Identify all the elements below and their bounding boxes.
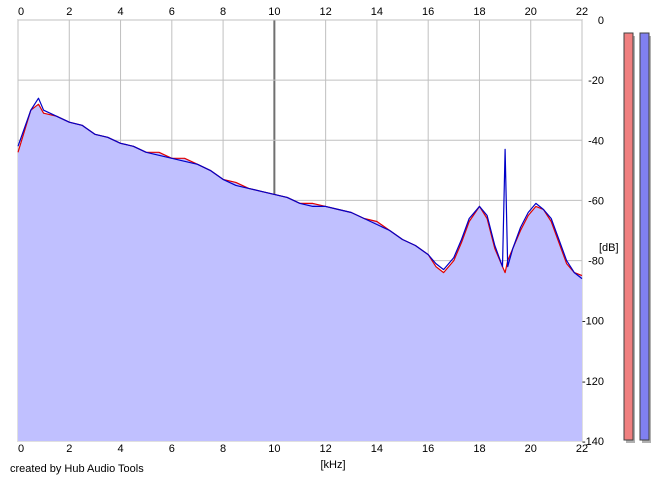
y-tick-label: -120 <box>582 376 604 388</box>
x-tick-label: 6 <box>169 443 175 455</box>
x-tick-label-top: 4 <box>117 6 123 18</box>
x-tick-label: 22 <box>576 443 588 455</box>
x-tick-label: 16 <box>422 443 434 455</box>
y-tick-label: -140 <box>582 436 604 448</box>
y-tick-label: -100 <box>582 316 604 328</box>
x-tick-label: 4 <box>117 443 123 455</box>
y-axis-label: [dB] <box>599 242 619 254</box>
y-tick-label: -60 <box>588 195 604 207</box>
x-tick-label-top: 6 <box>169 6 175 18</box>
x-tick-label-top: 18 <box>473 6 485 18</box>
x-tick-label-top: 12 <box>320 6 332 18</box>
x-tick-label: 2 <box>66 443 72 455</box>
x-tick-label-top: 14 <box>371 6 383 18</box>
x-tick-label-top: 16 <box>422 6 434 18</box>
x-tick-label: 8 <box>220 443 226 455</box>
x-tick-label-top: 22 <box>576 6 588 18</box>
credit-text: created by Hub Audio Tools <box>10 463 144 475</box>
x-tick-label: 20 <box>525 443 537 455</box>
x-axis-label: [kHz] <box>320 459 345 471</box>
x-tick-label-top: 10 <box>268 6 280 18</box>
x-tick-label-top: 20 <box>525 6 537 18</box>
x-tick-label: 18 <box>473 443 485 455</box>
spectrum-fill <box>18 104 582 441</box>
x-tick-label-top: 2 <box>66 6 72 18</box>
x-tick-label: 0 <box>18 443 24 455</box>
x-tick-label: 10 <box>268 443 280 455</box>
x-tick-label-top: 0 <box>18 6 24 18</box>
series-line-right <box>17 97 583 280</box>
x-tick-label-top: 8 <box>220 6 226 18</box>
level-meter-left <box>623 32 634 441</box>
y-tick-label: -80 <box>588 256 604 268</box>
x-tick-label: 14 <box>371 443 383 455</box>
level-meter-right <box>639 32 650 441</box>
y-tick-label: -40 <box>588 135 604 147</box>
y-tick-label: -20 <box>588 75 604 87</box>
y-tick-label: 0 <box>598 15 604 27</box>
x-tick-label: 12 <box>320 443 332 455</box>
